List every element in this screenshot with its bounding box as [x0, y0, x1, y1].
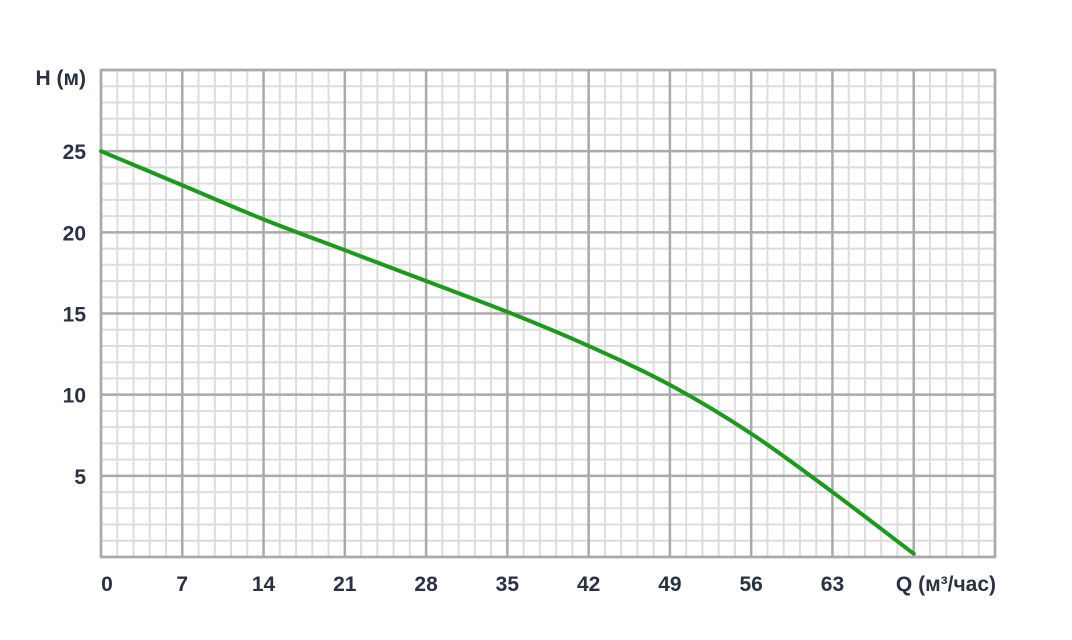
- x-tick-label: 42: [577, 573, 600, 596]
- x-tick-label: 14: [252, 573, 276, 596]
- y-tick-label: 15: [63, 304, 87, 327]
- series: [99, 149, 916, 556]
- y-tick-label: 10: [63, 385, 86, 408]
- tick-labels: 0 7 14 21 28 35 42 49 56 63 5 10 15 20 25: [63, 141, 844, 596]
- x-tick-label: 28: [414, 573, 438, 596]
- x-tick-label: 56: [740, 573, 763, 596]
- x-tick-label: 21: [333, 573, 357, 596]
- x-tick-label: 49: [658, 573, 681, 596]
- y-tick-label: 25: [63, 141, 87, 164]
- grid: [99, 68, 997, 559]
- y-axis-label: H (м): [35, 67, 86, 90]
- x-axis-label: Q (м³/час): [896, 573, 996, 596]
- x-tick-label: 0: [101, 573, 113, 596]
- y-tick-label: 5: [74, 466, 86, 489]
- head-flow-curve: [99, 149, 916, 556]
- x-tick-label: 7: [176, 573, 188, 596]
- plot-border: [99, 68, 997, 559]
- x-tick-label: 63: [821, 573, 844, 596]
- y-tick-label: 20: [63, 222, 86, 245]
- x-tick-label: 35: [496, 573, 520, 596]
